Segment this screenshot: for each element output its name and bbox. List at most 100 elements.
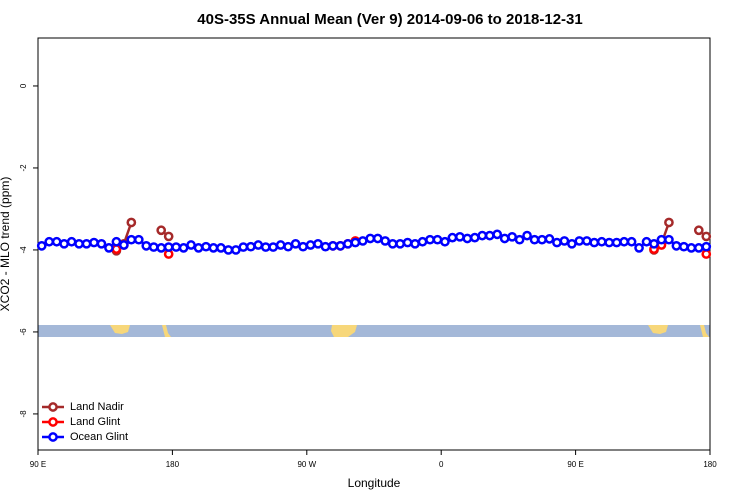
y-tick-label: -4: [19, 246, 28, 254]
data-point: [410, 238, 420, 249]
data-point: [701, 241, 712, 252]
data-point: [186, 240, 196, 250]
data-point: [514, 234, 525, 245]
ocean-band: [38, 325, 710, 337]
data-point: [484, 230, 495, 241]
data-point: [693, 243, 704, 253]
data-point: [320, 241, 331, 252]
data-point: [298, 241, 308, 252]
data-point: [432, 234, 443, 245]
data-point: [447, 232, 458, 243]
data-point: [260, 242, 271, 252]
data-point: [664, 217, 674, 228]
data-point: [544, 234, 555, 244]
data-point: [634, 243, 644, 253]
data-point: [119, 240, 129, 250]
data-point: [126, 234, 137, 245]
data-point: [387, 238, 398, 249]
data-point: [567, 238, 577, 249]
data-point: [163, 242, 174, 252]
data-point: [574, 236, 585, 246]
data-point: [477, 230, 488, 241]
data-point: [89, 237, 99, 248]
y-tick-label: -8: [19, 410, 28, 418]
x-tick-label: 180: [166, 460, 180, 469]
data-point: [335, 240, 346, 251]
data-point: [216, 243, 226, 253]
data-point: [193, 243, 204, 253]
x-tick-label: 90 E: [567, 460, 583, 469]
data-point: [51, 236, 62, 247]
data-point: [126, 217, 137, 228]
land-shape: [700, 325, 709, 337]
chart-title: 40S-35S Annual Mean (Ver 9) 2014-09-06 t…: [197, 11, 582, 28]
data-point: [529, 234, 540, 245]
legend-marker: [48, 402, 58, 412]
x-tick-label: 90 E: [30, 460, 46, 469]
data-point: [156, 243, 167, 253]
data-point: [313, 238, 323, 249]
data-point: [305, 240, 316, 250]
land-shape: [110, 325, 130, 334]
data-point: [148, 242, 159, 252]
data-point: [671, 240, 682, 251]
legend-label: Land Glint: [70, 416, 120, 428]
data-point: [231, 245, 241, 255]
data-point: [462, 233, 473, 244]
data-point: [163, 231, 174, 242]
land-shape: [331, 325, 357, 337]
map-strip: [38, 325, 710, 337]
data-point: [626, 236, 637, 247]
data-point: [141, 240, 152, 251]
legend-marker: [48, 417, 58, 427]
data-point: [492, 229, 503, 240]
data-point: [559, 236, 570, 246]
data-point: [44, 236, 55, 247]
x-axis-label: Longitude: [348, 476, 401, 490]
y-tick-label: 0: [19, 83, 28, 88]
data-point: [223, 245, 234, 255]
data-point: [178, 243, 189, 253]
data-point: [604, 237, 615, 248]
legend-label: Land Nadir: [70, 401, 124, 413]
data-point: [208, 243, 219, 253]
data-point: [171, 242, 181, 252]
land-shape: [648, 325, 668, 334]
data-point: [201, 241, 211, 252]
data-point: [664, 234, 674, 245]
y-tick-label: -2: [19, 164, 28, 172]
y-tick-label: -6: [19, 328, 28, 336]
data-point: [96, 238, 107, 249]
data-point: [701, 249, 712, 259]
legend-label: Ocean Glint: [70, 431, 128, 443]
data-point: [328, 240, 338, 251]
data-point: [552, 237, 562, 248]
data-point: [581, 236, 592, 246]
data-point: [283, 241, 293, 252]
data-point: [156, 225, 167, 236]
data-point: [350, 237, 361, 248]
data-point: [611, 237, 622, 248]
data-point: [679, 241, 689, 252]
data-point: [245, 241, 256, 252]
data-point: [380, 236, 391, 246]
data-point: [522, 230, 532, 241]
land-shape: [162, 325, 171, 337]
data-point: [372, 233, 383, 244]
y-axis-label: XCO2 - MLO trend (ppm): [0, 177, 12, 312]
data-point: [395, 238, 405, 249]
data-point: [649, 238, 659, 249]
data-point: [402, 237, 413, 248]
data-point: [701, 231, 712, 242]
data-point: [66, 236, 77, 247]
data-point: [36, 240, 47, 251]
data-point: [238, 242, 249, 252]
x-tick-label: 180: [703, 460, 717, 469]
data-point: [104, 243, 114, 253]
data-point: [507, 231, 517, 242]
data-point: [440, 236, 450, 247]
data-point: [641, 236, 652, 247]
data-point: [499, 233, 510, 244]
data-point: [693, 225, 704, 236]
